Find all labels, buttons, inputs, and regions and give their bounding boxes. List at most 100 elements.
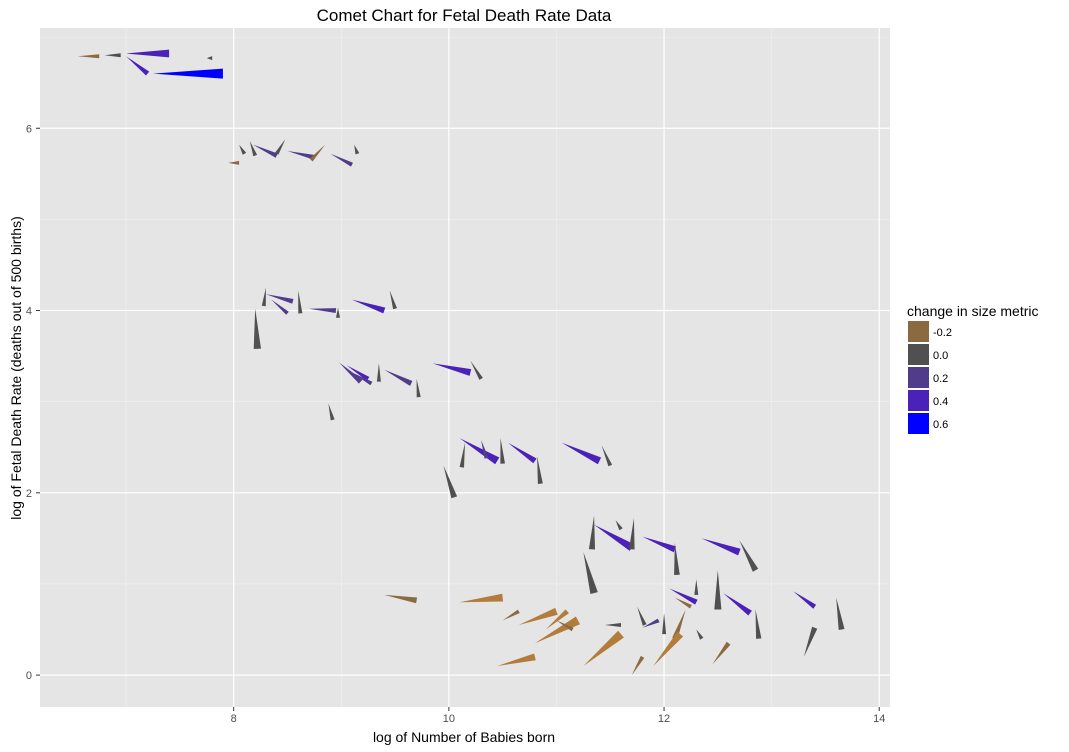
y-tick-label: 2 (26, 488, 32, 500)
plot-panel (40, 28, 890, 707)
comet-mark (104, 53, 121, 58)
comet-mark (459, 438, 500, 465)
comet-mark (153, 68, 223, 79)
comet-mark (352, 299, 386, 314)
legend-swatch (908, 344, 929, 365)
comet-mark (594, 524, 634, 551)
comet-mark (443, 465, 458, 499)
comet-mark (239, 144, 247, 155)
major-grid (40, 28, 890, 707)
comet-mark (339, 362, 363, 384)
comet-mark (508, 442, 537, 464)
comet-mark (739, 540, 759, 572)
minor-grid (40, 28, 890, 707)
comet-mark (77, 54, 100, 59)
comet-mark (416, 378, 421, 398)
comet-mark (500, 438, 505, 464)
comet-mark (354, 144, 360, 155)
comet-mark (346, 365, 370, 381)
legend-swatch (908, 390, 929, 411)
comet-mark (126, 49, 170, 58)
comet-mark (336, 307, 340, 318)
legend-label: 0.2 (933, 373, 948, 385)
comet-mark (712, 641, 731, 665)
legend-swatch (908, 413, 929, 434)
legend-label: 0.4 (933, 396, 948, 408)
comet-mark (604, 623, 621, 627)
comet-mark (481, 440, 489, 459)
comet-mark (755, 609, 762, 639)
x-tick-label: 14 (873, 713, 885, 725)
legend: change in size metric -0.2 0.0 0.2 0.4 0.6 (907, 303, 1039, 434)
comet-mark (470, 360, 483, 380)
comet-mark (588, 515, 595, 550)
legend-label: 0.0 (933, 350, 948, 362)
comet-mark (803, 626, 818, 657)
comet-mark (642, 618, 660, 628)
comet-mark (287, 151, 315, 160)
legend-label: -0.2 (933, 327, 952, 339)
comet-mark (662, 613, 667, 635)
comet-mark (714, 570, 722, 610)
comet-mark (694, 579, 699, 595)
comet-mark (330, 153, 353, 167)
comet-mark (642, 536, 676, 553)
comet-mark (669, 588, 698, 605)
comet-mark (298, 290, 303, 314)
comet-mark (126, 56, 150, 76)
comet-mark (653, 631, 684, 666)
legend-swatch (908, 367, 929, 388)
comet-mark (637, 606, 647, 626)
x-tick-label: 10 (443, 713, 455, 725)
comet-mark (328, 403, 335, 421)
comet-mark (459, 442, 465, 468)
comet-mark (253, 308, 261, 349)
comet-mark (309, 308, 337, 313)
comet-mark (432, 363, 472, 376)
x-tick-label: 12 (658, 713, 670, 725)
comet-mark (793, 591, 817, 609)
comet-mark (701, 538, 741, 556)
comet-mark (629, 518, 635, 550)
comet-mark (696, 629, 704, 640)
comet-marks (77, 49, 845, 676)
y-tick-label: 4 (26, 306, 32, 318)
comet-mark (389, 290, 397, 310)
y-axis-ticks: 0 2 4 6 (26, 123, 40, 682)
comet-mark (376, 363, 381, 382)
comet-mark (459, 593, 504, 603)
comet-mark (384, 594, 418, 604)
comet-mark (253, 144, 278, 158)
comet-mark (249, 141, 258, 157)
comet-mark (309, 144, 326, 162)
legend-title: change in size metric (907, 303, 1039, 319)
comet-mark (836, 597, 845, 630)
comet-mark (497, 653, 536, 666)
comet-mark (384, 369, 413, 386)
comet-mark (265, 294, 294, 304)
chart-title: Comet Chart for Fetal Death Rate Data (317, 6, 612, 25)
comet-mark (537, 456, 543, 484)
comet-mark (631, 655, 645, 676)
comet-mark (271, 299, 289, 315)
y-axis-title: log of Fetal Death Rate (deaths out of 5… (8, 216, 24, 520)
comet-mark (583, 552, 598, 594)
comet-mark (615, 520, 623, 531)
comet-mark (674, 542, 680, 575)
comet-mark (545, 609, 569, 630)
y-tick-label: 6 (26, 123, 32, 135)
comet-mark (583, 630, 624, 666)
comet-mark (556, 620, 574, 632)
x-axis-ticks: 8 10 12 14 (231, 707, 885, 725)
comet-mark (228, 160, 240, 165)
comet-mark (723, 593, 752, 616)
comet-mark (534, 616, 580, 644)
legend-label: 0.6 (933, 419, 948, 431)
x-axis-title: log of Number of Babies born (373, 729, 555, 745)
comet-mark (518, 607, 558, 625)
x-tick-label: 8 (231, 713, 237, 725)
comet-mark (674, 597, 692, 609)
comet-mark (261, 287, 266, 307)
comet-mark (352, 372, 373, 386)
